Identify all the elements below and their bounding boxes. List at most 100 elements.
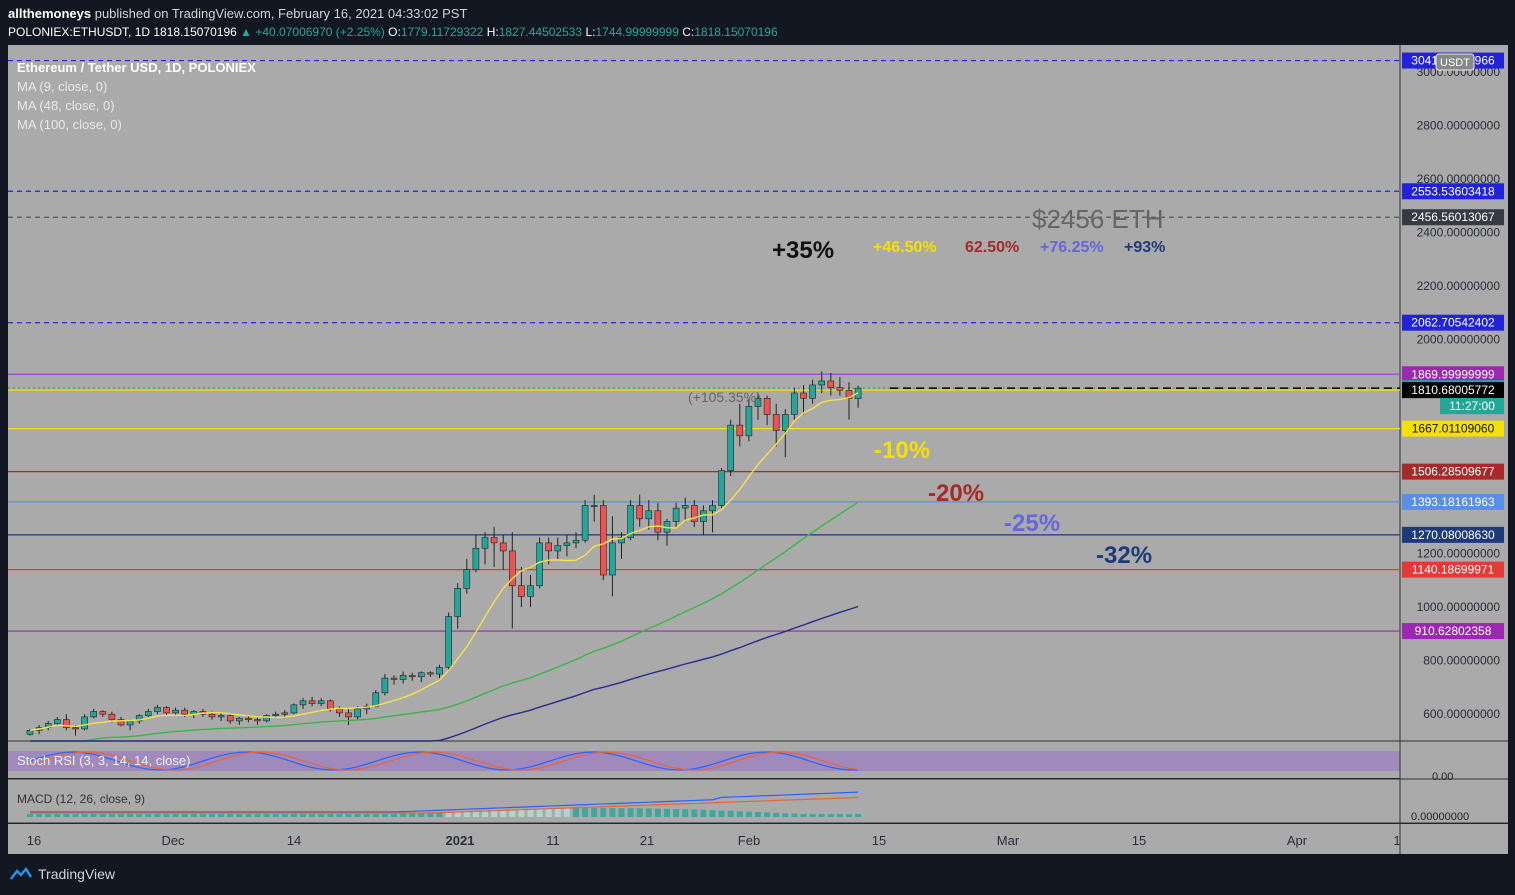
macd-histogram-bar [554, 808, 561, 817]
candle-body [763, 398, 771, 415]
macd-histogram-bar [281, 814, 288, 817]
macd-histogram-bar [263, 814, 270, 817]
macd-histogram-bar [290, 814, 297, 817]
macd-histogram-bar [127, 814, 134, 817]
candle-body [454, 588, 462, 617]
macd-histogram-bar [791, 813, 798, 817]
candle-body [299, 700, 307, 706]
published-text: published on TradingView.com, February 1… [94, 6, 468, 21]
candle-body [618, 537, 625, 544]
candle-body [499, 542, 507, 552]
footer-brand[interactable]: TradingView [10, 866, 115, 882]
candle-body [317, 700, 325, 704]
close-label: C: [682, 25, 695, 39]
macd-histogram-bar [400, 813, 407, 817]
macd-histogram-bar [272, 814, 279, 817]
gain-105-annotation: (+105.35%) [688, 389, 761, 405]
username[interactable]: allthemoneys [8, 6, 92, 21]
drop-32-annotation: -32% [1096, 542, 1152, 569]
main-pane [8, 45, 1400, 741]
currency-badge [1435, 53, 1475, 71]
gain-93-annotation: +93% [1124, 239, 1165, 256]
target-annotation: $2456 ETH [1032, 204, 1164, 234]
candle-body [581, 505, 589, 541]
macd-histogram-bar [636, 808, 643, 817]
candle-body [90, 711, 97, 718]
legend-stoch-rsi[interactable]: Stoch RSI (3, 3, 14, 14, close) [17, 753, 191, 768]
legend-ma48[interactable]: MA (48, close, 0) [17, 98, 115, 113]
legend-ma100[interactable]: MA (100, close, 0) [17, 117, 122, 132]
candle-body [554, 545, 562, 552]
drop-20-annotation: -20% [928, 480, 984, 507]
candle-body [836, 387, 844, 391]
footer-brand-label: TradingView [38, 866, 116, 882]
macd-histogram-bar [809, 814, 816, 817]
macd-histogram-bar [727, 810, 734, 817]
candle-body [381, 677, 389, 694]
y-tick-label: 2000.00000000 [1417, 332, 1501, 346]
macd-histogram-bar [673, 809, 680, 817]
candle-body [336, 708, 343, 714]
legend-ma9[interactable]: MA (9, close, 0) [17, 79, 108, 94]
x-tick-label: Mar [997, 833, 1020, 848]
x-tick-label: 15 [1132, 833, 1146, 848]
ohlc-bar: POLONIEX:ETHUSDT, 1D 1818.15070196 ▲ +40… [8, 25, 778, 39]
candle-body [609, 542, 616, 576]
macd-histogram-bar [72, 814, 79, 817]
candle-body [390, 677, 398, 680]
macd-histogram-bar [318, 814, 325, 817]
candle-body [800, 392, 807, 399]
macd-histogram-bar [181, 814, 188, 817]
macd-histogram-bar [764, 812, 771, 817]
candle-body [791, 392, 798, 415]
macd-histogram-bar [309, 814, 316, 817]
candle-body [818, 380, 826, 386]
candle-body [417, 672, 425, 678]
candle-body [718, 470, 725, 506]
gain-35-annotation: +35% [772, 237, 834, 264]
macd-histogram-bar [463, 810, 470, 817]
macd-histogram-bar [846, 814, 852, 817]
level-badge [1402, 463, 1504, 480]
macd-histogram-bar [627, 808, 634, 817]
countdown-badge [1440, 398, 1504, 415]
candle-body [563, 542, 571, 546]
candle-body [236, 717, 243, 722]
level-badge [1402, 526, 1504, 543]
y-tick-label: 2200.00000000 [1417, 279, 1501, 293]
macd-histogram-bar [609, 808, 616, 817]
candle-body [472, 547, 480, 570]
x-tick-label: 21 [640, 833, 654, 848]
candle-body [326, 700, 334, 710]
candle-body [627, 505, 634, 538]
candle-body [490, 537, 498, 544]
close-value: 1818.15070196 [694, 25, 778, 39]
candle-body [736, 424, 744, 437]
candle-body [408, 675, 416, 678]
candle-body [527, 585, 534, 597]
last-price: 1818.15070196 [153, 25, 237, 39]
macd-histogram-bar [245, 814, 252, 817]
gain-62-annotation: 62.50% [965, 239, 1019, 256]
tradingview-logo-icon [10, 867, 32, 880]
macd-line [30, 791, 859, 813]
candle-body [809, 384, 816, 399]
level-value: 2456.56013067 [1411, 210, 1495, 224]
macd-histogram-bar [591, 808, 598, 817]
candle-body [745, 406, 753, 437]
x-tick-label: 1 [1393, 833, 1400, 848]
candle-body [681, 505, 689, 509]
price-change: ▲ +40.07006970 (+2.25%) [240, 25, 385, 39]
macd-histogram-bar [336, 814, 343, 817]
macd-histogram-bar [236, 814, 243, 817]
legend-title: Ethereum / Tether USD, 1D, POLONIEX [17, 60, 256, 75]
x-tick-label: Apr [1287, 833, 1308, 848]
macd-histogram-bar [427, 812, 434, 817]
level-value: 2062.70542402 [1411, 316, 1495, 330]
macd-histogram-bar [536, 808, 543, 817]
macd-histogram-bar [500, 809, 507, 817]
candle-body [636, 505, 644, 520]
legend-macd[interactable]: MACD (12, 26, close, 9) [17, 792, 146, 806]
open-label: O: [388, 25, 401, 39]
